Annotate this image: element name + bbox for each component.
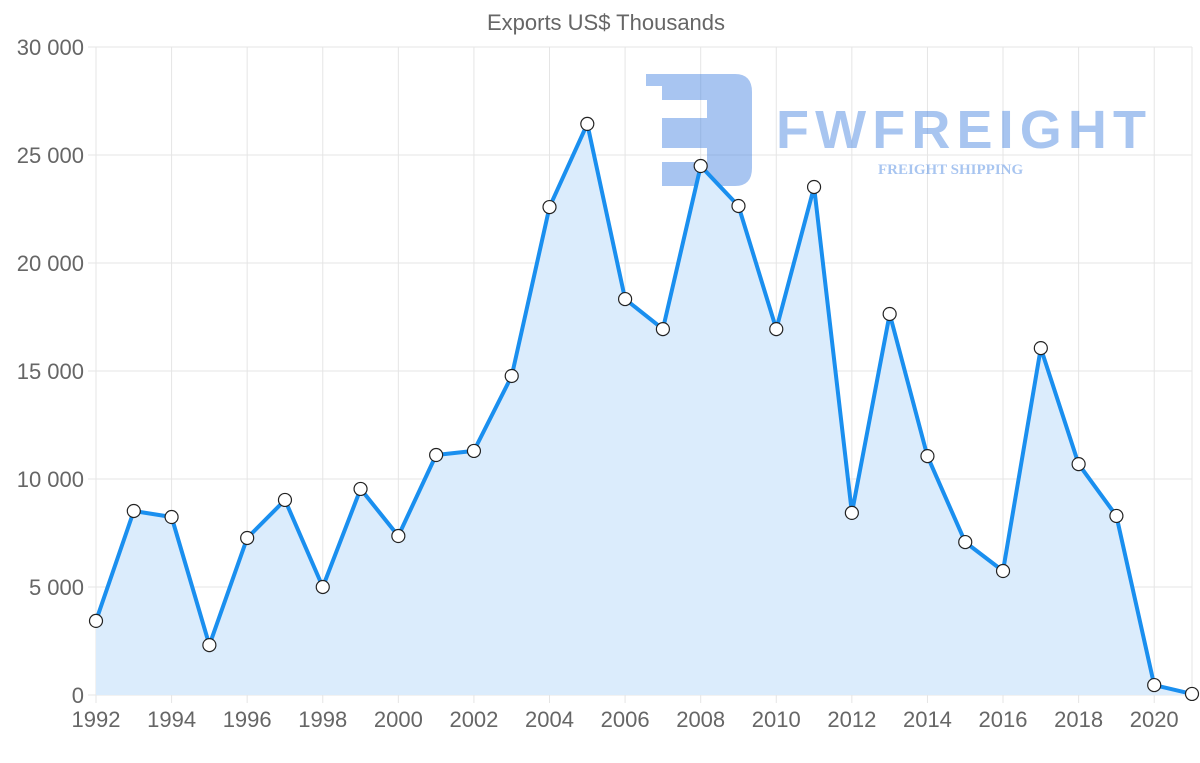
y-tick-label: 20 000 [17, 251, 84, 276]
x-axis-ticks: 1992 1994 1996 1998 2000 2002 2004 2006 2008 2010… [72, 707, 1179, 732]
chart-title: Exports US$ Thousands [487, 10, 725, 35]
data-point-2014[interactable] [920, 449, 935, 464]
data-point-2005[interactable] [580, 116, 595, 131]
x-tick-label: 2020 [1130, 707, 1179, 732]
data-point-2007[interactable] [655, 321, 670, 337]
y-tick-label: 25 000 [17, 143, 84, 168]
data-point-2019[interactable] [1109, 508, 1124, 524]
data-point-1998[interactable] [315, 579, 330, 595]
data-point-2006[interactable] [618, 291, 633, 307]
x-tick-label: 2018 [1054, 707, 1103, 732]
series-line [94, 121, 1193, 696]
data-point-2011[interactable] [806, 179, 822, 195]
x-tick-label: 2010 [752, 707, 801, 732]
data-point-1995[interactable] [202, 638, 217, 653]
data-point-2012[interactable] [844, 505, 859, 521]
data-point-2015[interactable] [958, 534, 973, 550]
data-point-1994[interactable] [164, 509, 179, 525]
data-point-2016[interactable] [995, 563, 1011, 579]
data-point-2010[interactable] [769, 321, 784, 337]
x-tick-label: 1996 [223, 707, 272, 732]
data-point-2017[interactable] [1033, 341, 1048, 356]
data-point-2021[interactable] [1184, 686, 1200, 702]
data-point-1993[interactable] [126, 503, 141, 519]
x-tick-label: 2008 [676, 707, 725, 732]
x-tick-label: 2014 [903, 707, 952, 732]
x-tick-label: 2006 [601, 707, 650, 732]
data-point-2001[interactable] [429, 447, 444, 463]
data-point-1999[interactable] [353, 481, 368, 497]
data-point-2018[interactable] [1071, 456, 1086, 472]
y-axis-ticks: 0 5 000 10 000 15 000 20 000 25 000 30 000 [17, 35, 84, 708]
y-tick-label: 10 000 [17, 467, 84, 492]
x-tick-label: 2002 [449, 707, 498, 732]
data-point-2004[interactable] [542, 199, 557, 215]
x-tick-label: 1992 [72, 707, 121, 732]
watermark-name: FWFREIGHT [776, 100, 1146, 160]
y-tick-label: 5 000 [29, 575, 84, 600]
area-fill [96, 123, 1192, 695]
data-point-1996[interactable] [240, 530, 255, 546]
x-tick-label: 2012 [827, 707, 876, 732]
y-tick-label: 30 000 [17, 35, 84, 60]
data-point-2002[interactable] [466, 443, 482, 459]
data-point-1997[interactable] [277, 492, 293, 508]
watermark-logo: FWFREIGHT FREIGHT SHIPPING [646, 74, 1146, 186]
data-point-2013[interactable] [882, 306, 897, 322]
x-tick-label: 2000 [374, 707, 423, 732]
x-tick-label: 2004 [525, 707, 574, 732]
x-tick-label: 1998 [298, 707, 347, 732]
data-point-1992[interactable] [88, 613, 104, 629]
data-point-2003[interactable] [504, 368, 519, 384]
logo-mark-icon [646, 74, 752, 186]
watermark-tagline: FREIGHT SHIPPING [878, 162, 1023, 178]
y-tick-label: 0 [72, 683, 84, 708]
data-point-2020[interactable] [1147, 677, 1162, 693]
x-tick-label: 1994 [147, 707, 196, 732]
y-tick-label: 15 000 [17, 359, 84, 384]
x-tick-label: 2016 [979, 707, 1028, 732]
data-point-2009[interactable] [731, 198, 746, 214]
data-points [88, 116, 1200, 702]
data-point-2008[interactable] [693, 158, 708, 174]
data-point-2000[interactable] [391, 528, 406, 544]
